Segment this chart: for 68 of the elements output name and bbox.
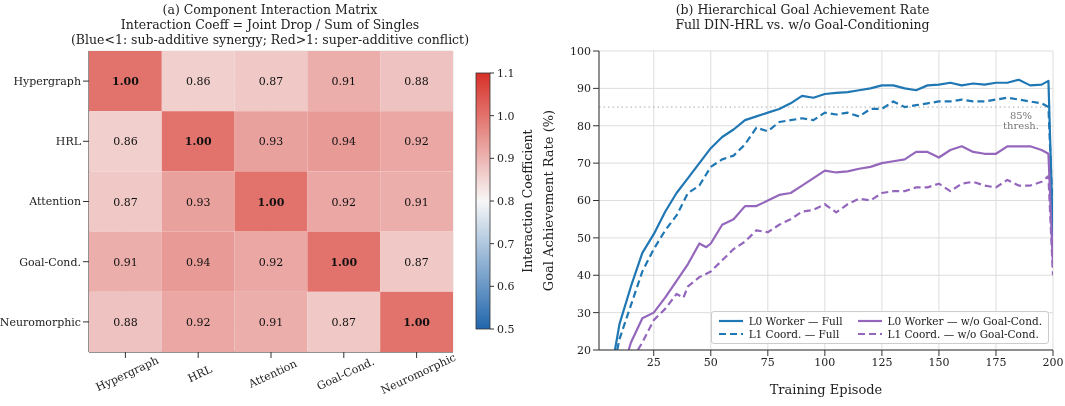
data-label: 0.93	[185, 195, 211, 209]
legend-label: L0 Worker — Full	[748, 315, 843, 327]
data-label: 1.00	[403, 315, 431, 329]
x-tick-label: 50	[703, 355, 718, 369]
data-label: 0.92	[258, 255, 284, 269]
color-bar-label: 0.8	[497, 195, 515, 208]
data-label: 0.86	[185, 75, 211, 89]
chart-title: (a) Component Interaction Matrix	[161, 2, 379, 17]
x-tick-label: 75	[760, 355, 775, 369]
data-label: 1.00	[112, 75, 140, 89]
data-label: 0.92	[185, 315, 211, 329]
y-tick-label: 40	[577, 269, 591, 283]
data-label: 0.87	[113, 195, 138, 209]
legend-label: L1 Coord. — Full	[748, 328, 840, 340]
data-label: 0.91	[404, 195, 429, 209]
color-bar-label: 0.9	[497, 152, 515, 166]
data-label: 0.87	[404, 255, 429, 269]
data-label: 0.92	[404, 135, 429, 149]
x-tick-label: 100	[814, 355, 836, 369]
y-tick-label: 60	[577, 194, 591, 208]
data-label: 0.94	[185, 255, 211, 269]
data-label: 0.91	[331, 75, 357, 89]
data-label: 0.87	[331, 315, 357, 329]
y-tick-label: Attention	[28, 195, 81, 209]
data-label: 0.88	[404, 75, 429, 89]
color-bar-label: 1.0	[497, 109, 515, 123]
color-bar-label: 1.1	[497, 67, 515, 80]
data-label: 0.92	[331, 195, 357, 209]
y-tick-label: Hypergraph	[13, 75, 81, 88]
y-tick-label: 90	[577, 82, 591, 96]
y-tick-label: 80	[577, 119, 591, 133]
chart-subtitle: Full DIN-HRL vs. w/o Goal-Conditioning	[674, 17, 931, 32]
y-tick-label: 50	[577, 231, 591, 245]
chart-subtitle: Interaction Coeff = Joint Drop / Sum of Singles (Blue<1: sub-additive synergy; Red>1: super-additive conflict)	[69, 17, 471, 47]
y-tick-label: 70	[577, 157, 591, 171]
y-tick-label: 100	[570, 44, 591, 58]
y-tick-label: 30	[577, 306, 591, 320]
legend-label: L0 Worker — w/o Goal-Cond.	[887, 315, 1042, 327]
color-bar-label: 0.6	[497, 280, 515, 294]
data-label: 0.94	[331, 135, 357, 149]
line-series	[627, 145, 1053, 350]
color-bar-title: Interaction Coefficient	[520, 129, 535, 273]
data-label: 0.86	[113, 135, 138, 149]
x-tick-label: 150	[928, 355, 950, 369]
data-label: 1.00	[184, 135, 212, 149]
color-bar-label: 0.5	[497, 323, 515, 336]
x-tick-label: 125	[871, 355, 893, 369]
data-label: 0.91	[113, 255, 138, 269]
y-axis-title: Goal Achievement Rate (%)	[540, 109, 556, 292]
data-label: 0.91	[258, 315, 284, 329]
x-tick-label: 25	[646, 355, 661, 369]
chart-title: (b) Hierarchical Goal Achievement Rate	[674, 2, 931, 17]
data-label: 1.00	[330, 255, 358, 269]
y-tick-label: Neuromorphic	[0, 315, 81, 329]
ref-line-label: 85% thresh.	[1003, 110, 1039, 132]
data-label: 0.93	[258, 135, 284, 149]
legend-label: L1 Coord. — w/o Goal-Cond.	[887, 328, 1039, 340]
y-tick-label: Goal-Cond.	[19, 255, 81, 269]
data-label: 1.00	[257, 195, 285, 209]
data-label: 0.87	[258, 75, 284, 89]
x-tick-label: HRL	[185, 362, 215, 386]
data-label: 0.88	[113, 315, 138, 329]
color-bar-label: 0.7	[497, 237, 515, 251]
y-tick-label: 20	[577, 343, 591, 357]
x-tick-label: 175	[985, 355, 1007, 369]
x-tick-label: 200	[1042, 355, 1064, 369]
y-tick-label: HRL	[55, 135, 82, 149]
x-axis-title: Training Episode	[769, 382, 883, 397]
